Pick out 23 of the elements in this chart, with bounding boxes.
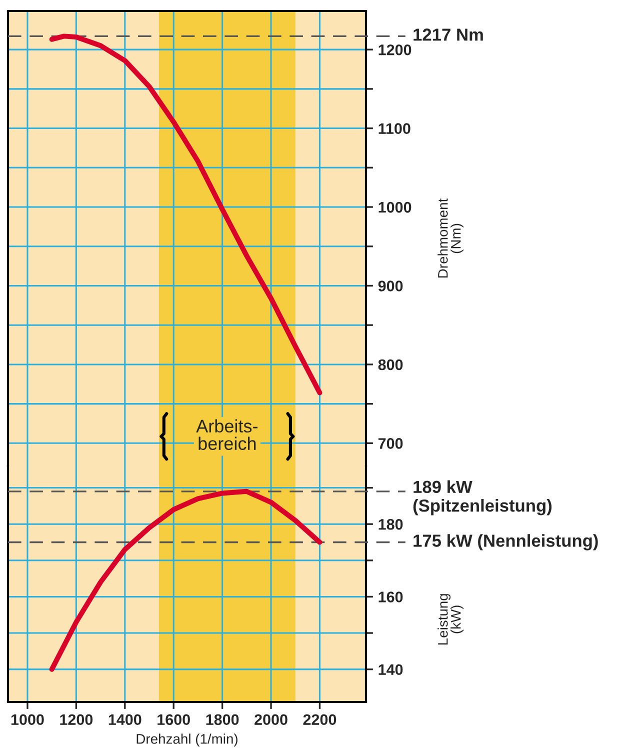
- y-tick-label: 140: [378, 664, 403, 676]
- x-tick-label: 1200: [60, 714, 93, 726]
- x-tick-label: 2200: [303, 714, 336, 726]
- y-tick-label: 160: [378, 592, 403, 602]
- x-tick-label: 1800: [206, 714, 239, 726]
- y-tick-label: 1200: [378, 44, 412, 56]
- x-tick-label: 1400: [108, 714, 142, 726]
- y-tick-label: 180: [378, 518, 403, 530]
- ref-line-label: 1217 Nm: [414, 28, 483, 41]
- ref-line-label: 189 kW (Spitzenleistung): [413, 480, 552, 516]
- band-label: Arbeits- bereich: [196, 419, 258, 450]
- y-tick-label: 700: [378, 438, 403, 449]
- ref-line-label: 175 kW (Nennleistung): [414, 534, 598, 550]
- x-tick-label: 1600: [158, 714, 190, 726]
- y-tick-label: 1000: [378, 202, 412, 213]
- y-axis-title: Leistung (kW): [438, 594, 464, 645]
- y-axis-title: Drehmoment (Nm): [438, 198, 464, 278]
- y-tick-label: 900: [378, 280, 403, 292]
- x-axis-title: Drehzahl (1/min): [136, 734, 238, 747]
- y-tick-label: 800: [378, 359, 403, 370]
- y-tick-label: 1100: [378, 123, 410, 134]
- x-tick-label: 2000: [254, 714, 288, 726]
- x-tick-label: 1000: [11, 714, 44, 726]
